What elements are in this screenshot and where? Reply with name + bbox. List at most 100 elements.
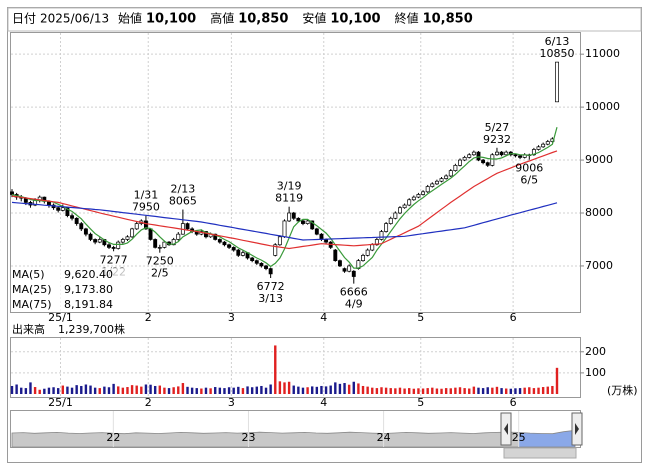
volume-bar — [500, 388, 503, 394]
volume-bar — [287, 381, 291, 394]
candle-body — [453, 165, 458, 171]
year-label: 22 — [106, 431, 120, 444]
candle-body — [462, 157, 467, 161]
candle-body — [388, 217, 393, 224]
candle-body — [333, 249, 338, 261]
volume-bar — [514, 388, 517, 394]
field-value: 10,100 — [146, 12, 196, 27]
volume-bar — [29, 382, 32, 394]
volume-bar — [431, 387, 434, 394]
candle-body — [310, 220, 315, 230]
x-tick-label: 6 — [510, 396, 517, 409]
candle-body — [185, 223, 190, 230]
candle-body — [213, 233, 218, 240]
volume-bar — [458, 387, 462, 394]
volume-bar — [518, 388, 522, 394]
candle-body — [250, 257, 255, 261]
candle-body — [513, 154, 518, 157]
candle-body — [157, 247, 162, 249]
candle-body — [254, 260, 259, 264]
volume-bar — [541, 387, 545, 394]
volume-bar — [421, 388, 425, 394]
volume-bar — [52, 387, 55, 394]
volume-bar — [311, 386, 314, 394]
volume-bar — [509, 388, 513, 394]
x-tick-label: 4 — [320, 396, 327, 409]
candle-body — [476, 151, 481, 161]
candle-body — [83, 228, 88, 235]
candle-body — [398, 207, 402, 214]
volume-bar — [468, 388, 471, 394]
volume-bar — [66, 386, 69, 394]
y-tick-label: 200 — [585, 345, 606, 358]
volume-bar — [472, 386, 476, 394]
header-bar — [7, 7, 642, 32]
volume-bar — [75, 385, 78, 394]
volume-bar — [357, 383, 360, 394]
layers: 始値 10,100 高値 10,850 安値 10,100 終値 10,850 7000 8000… — [10, 11, 638, 448]
candle-body — [236, 249, 241, 256]
volume-bar — [283, 382, 286, 394]
candle-body — [471, 151, 476, 156]
legend-value: 9,173.80 — [64, 283, 113, 296]
candle-body — [277, 236, 282, 246]
candle-body — [536, 146, 541, 150]
candle-body — [541, 143, 546, 148]
volume-bar — [153, 385, 157, 394]
volume-bar — [528, 387, 531, 394]
volume-bar — [398, 387, 402, 394]
volume-bar — [241, 388, 245, 394]
volume-bar — [440, 388, 443, 394]
candle-body — [444, 175, 449, 179]
volume-bar — [15, 384, 18, 394]
candle-body — [204, 231, 208, 238]
volume-bar — [255, 386, 258, 394]
volume-bar — [181, 383, 185, 394]
volume-bar — [297, 386, 300, 394]
volume-bar — [555, 367, 559, 394]
candle-body — [370, 244, 375, 251]
annotation-value: 8065 — [169, 195, 197, 208]
volume-bar — [426, 388, 429, 394]
volume-bar — [495, 386, 499, 394]
volume-bar — [417, 388, 420, 394]
candle-body — [402, 204, 407, 209]
legend-name: MA(75) — [12, 298, 52, 311]
legend-value: 9,620.40 — [64, 268, 113, 281]
volume-bar — [361, 385, 365, 394]
volume-bar — [347, 384, 351, 394]
candle-body — [291, 212, 296, 219]
candle-body — [374, 239, 379, 246]
scrollbar[interactable] — [503, 447, 577, 459]
y-tick-label: 7000 — [585, 259, 613, 272]
volume-bar — [384, 387, 388, 394]
x-tick-label: 25/1 — [48, 396, 73, 409]
candle-body — [481, 159, 486, 164]
price-panel — [10, 32, 581, 313]
candle-body — [421, 191, 426, 195]
volume-bar — [477, 387, 480, 394]
volume-bar — [264, 387, 268, 394]
annotation-date: 2/5 — [151, 267, 169, 280]
volume-latest: 1,239,700株 — [58, 322, 125, 336]
volume-bar — [435, 388, 439, 394]
volume-bar — [403, 388, 406, 394]
volume-bar — [375, 388, 379, 394]
volume-bar — [389, 388, 392, 394]
volume-bar — [121, 387, 125, 394]
candle-body — [88, 233, 93, 240]
candle-body — [504, 151, 509, 156]
volume-bar — [334, 382, 337, 394]
annotation-date: 3/19 — [277, 180, 302, 193]
candle-body — [148, 228, 153, 240]
legend-box — [11, 268, 133, 312]
candle-body — [347, 265, 352, 272]
annotation-value: 8119 — [275, 192, 303, 205]
volume-bar — [103, 386, 106, 394]
candle-body — [305, 220, 310, 224]
ma-line — [11, 150, 558, 250]
candle-body — [448, 170, 453, 177]
volume-bar — [523, 387, 526, 394]
candle-body — [416, 194, 421, 198]
candle-body — [351, 270, 356, 277]
